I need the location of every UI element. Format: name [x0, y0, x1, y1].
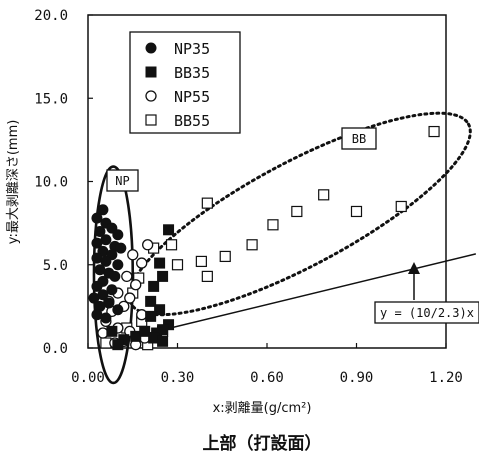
data-point-bb55 [195, 255, 207, 268]
data-point-bb35 [154, 257, 166, 269]
series-bb35 [106, 224, 175, 351]
y-tick-label: 20.0 [34, 8, 68, 24]
data-point-bb35 [139, 325, 151, 337]
bb-group-ellipse [127, 111, 472, 317]
data-point-bb55 [267, 219, 279, 231]
data-point-bb55 [165, 239, 178, 251]
series-np35 [88, 204, 127, 324]
data-point-bb55 [291, 205, 303, 218]
x-tick-label: 0.60 [250, 370, 284, 386]
x-axis: 0.00 0.30 0.60 0.90 1.20 [71, 343, 463, 386]
data-point-np35 [112, 229, 124, 241]
data-point-np35 [109, 270, 121, 282]
data-point-np55 [130, 279, 142, 291]
data-point-np35 [100, 312, 112, 324]
data-point-bb55 [350, 205, 363, 218]
data-point-bb35 [157, 270, 169, 282]
data-point-np35 [103, 297, 115, 309]
equation-arrow-head [408, 262, 420, 274]
data-point-np35 [91, 237, 103, 249]
data-point-bb55 [246, 239, 258, 251]
equation-box [374, 301, 479, 324]
data-point-bb55 [201, 270, 213, 283]
data-point-np35 [94, 264, 106, 276]
data-point-bb35 [145, 310, 157, 322]
bb-label: BB [352, 132, 366, 146]
data-point-bb55 [395, 200, 407, 213]
data-point-np35 [97, 204, 109, 216]
x-tick-label: 0.00 [71, 370, 105, 386]
data-point-bb35 [157, 335, 169, 347]
data-point-np35 [91, 252, 103, 264]
data-point-np35 [91, 212, 103, 224]
x-tick-label: 1.20 [429, 370, 463, 386]
y-tick-label: 10.0 [34, 175, 68, 191]
legend-label-np55: NP55 [174, 88, 210, 106]
data-point-bb35 [112, 339, 124, 351]
data-point-np35 [100, 234, 112, 246]
data-point-np55 [142, 239, 154, 251]
legend: NP35 BB35 NP55 BB55 [129, 31, 241, 134]
data-point-np35 [94, 300, 106, 312]
np-label-box: NP [106, 169, 139, 192]
data-point-np35 [91, 280, 103, 292]
regression-line [147, 253, 477, 335]
data-point-bb55 [428, 125, 440, 138]
data-point-np35 [106, 284, 118, 296]
chart-caption: 上部（打設面） [203, 433, 322, 454]
data-point-np35 [112, 304, 124, 316]
data-point-bb55 [201, 197, 213, 209]
data-point-bb35 [130, 330, 142, 342]
y-axis-label: y:最大剥離深さ(mm) [6, 120, 21, 245]
np-label: NP [115, 174, 129, 188]
x-axis-label: x:剥離量(g/cm²) [213, 401, 312, 416]
bb-label-box: BB [341, 127, 377, 150]
legend-label-bb35: BB35 [174, 64, 210, 82]
series-bb55 [100, 125, 440, 351]
data-point-bb35 [148, 280, 160, 292]
legend-marker-bb55 [145, 114, 157, 126]
data-point-np55 [121, 270, 133, 283]
data-point-bb55 [318, 189, 330, 201]
data-point-bb35 [163, 224, 175, 236]
legend-label-bb55: BB55 [174, 112, 210, 130]
data-point-bb55 [171, 259, 184, 271]
data-point-np35 [112, 259, 124, 271]
equation-text: y = (10/2.3)x [380, 306, 474, 320]
data-point-np55 [136, 257, 148, 269]
data-point-bb35 [148, 332, 160, 344]
data-point-bb35 [145, 295, 157, 307]
y-tick-label: 0.0 [43, 341, 68, 357]
data-point-bb35 [106, 325, 118, 337]
legend-marker-bb35 [145, 66, 157, 78]
data-point-np35 [94, 225, 106, 237]
data-point-np35 [100, 255, 112, 267]
data-point-bb35 [118, 334, 130, 346]
x-tick-label: 0.30 [161, 370, 195, 386]
data-point-bb55 [219, 250, 231, 263]
data-point-bb35 [157, 324, 169, 336]
data-point-np55 [124, 292, 136, 304]
data-point-np35 [115, 242, 127, 254]
legend-label-np35: NP35 [174, 40, 210, 58]
data-point-np35 [97, 289, 109, 301]
data-points [88, 125, 440, 351]
y-axis: 0.0 5.0 10.0 15.0 20.0 [34, 8, 93, 357]
data-point-np35 [91, 309, 103, 321]
y-tick-label: 5.0 [43, 258, 68, 274]
data-point-np55 [127, 249, 139, 261]
x-tick-label: 0.90 [340, 370, 374, 386]
np-group-ellipse [92, 165, 135, 385]
data-point-np35 [88, 292, 100, 304]
y-tick-label: 15.0 [34, 91, 68, 107]
data-point-bb35 [163, 319, 175, 331]
legend-marker-np55 [145, 90, 157, 102]
data-point-bb35 [154, 304, 166, 316]
legend-marker-np35 [145, 42, 157, 54]
